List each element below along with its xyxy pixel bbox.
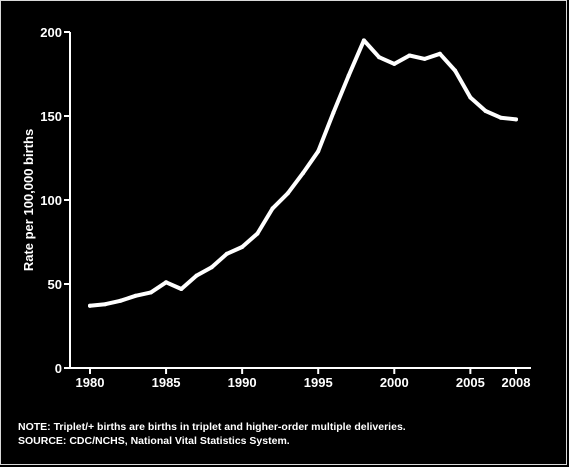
data-point [483, 109, 488, 113]
chart-notes: NOTE: Triplet/+ births are births in tri… [18, 420, 558, 448]
data-point [392, 61, 397, 66]
x-tick-label: 1980 [76, 375, 105, 390]
x-tick-label: 1995 [304, 375, 333, 390]
x-tick-label: 2000 [380, 375, 409, 390]
data-point [103, 302, 108, 307]
data-point [270, 206, 275, 211]
y-tick-label: 0 [55, 361, 62, 376]
data-point [194, 273, 199, 278]
x-tick-label: 1990 [228, 375, 257, 390]
source-text: SOURCE: CDC/NCHS, National Vital Statist… [18, 435, 290, 447]
data-point [209, 265, 214, 270]
y-tick-label: 50 [48, 277, 62, 292]
data-point [179, 287, 184, 291]
data-point [316, 149, 321, 154]
data-point [361, 38, 366, 43]
data-point [148, 290, 153, 295]
y-tick-label: 200 [40, 25, 62, 40]
data-point [468, 95, 473, 100]
data-point [377, 55, 382, 60]
data-point [453, 68, 458, 73]
axis-ticks: 0 50 100 150 200 1980 1985 1990 1995 2000 2005 2008 [40, 25, 530, 390]
data-point [514, 117, 518, 122]
x-tick-label: 2005 [456, 375, 485, 390]
data-point [346, 73, 351, 78]
data-point [285, 191, 290, 196]
note-text: NOTE: Triplet/+ births are births in tri… [18, 421, 406, 433]
x-tick-label: 1985 [152, 375, 181, 390]
data-point [133, 293, 138, 298]
x-tick-label: 2008 [502, 375, 531, 390]
data-point [224, 251, 229, 256]
data-point [407, 53, 412, 58]
data-point [88, 303, 92, 308]
data-point [240, 245, 245, 249]
chart-series [88, 38, 518, 308]
y-axis-title: Rate per 100,000 births [21, 129, 36, 271]
y-tick-label: 100 [40, 193, 62, 208]
data-point [498, 115, 503, 120]
y-tick-label: 150 [40, 109, 62, 124]
data-point [164, 280, 169, 285]
data-point [437, 51, 442, 56]
data-point [422, 56, 427, 61]
data-point [301, 171, 305, 176]
data-point [118, 298, 123, 303]
data-point [331, 110, 336, 115]
data-point [255, 231, 260, 236]
